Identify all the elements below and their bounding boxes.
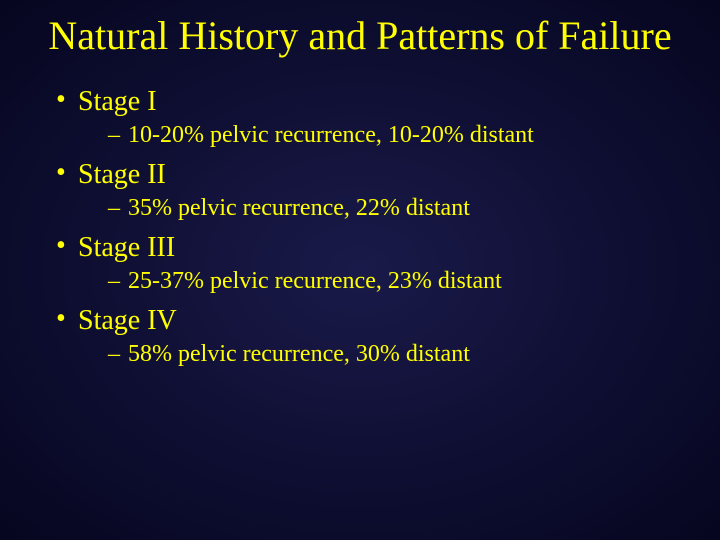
stage-label: Stage II <box>78 159 166 190</box>
stage-label: Stage III <box>78 232 175 263</box>
stage-label: Stage IV <box>78 305 177 336</box>
sub-list: 25-37% pelvic recurrence, 23% distant <box>78 268 690 295</box>
list-item: Stage II 35% pelvic recurrence, 22% dist… <box>56 159 690 222</box>
sub-item: 10-20% pelvic recurrence, 10-20% distant <box>108 122 690 149</box>
sub-item: 25-37% pelvic recurrence, 23% distant <box>108 268 690 295</box>
list-item: Stage III 25-37% pelvic recurrence, 23% … <box>56 232 690 295</box>
bullet-list: Stage I 10-20% pelvic recurrence, 10-20%… <box>30 86 690 368</box>
stage-label: Stage I <box>78 86 157 117</box>
slide: Natural History and Patterns of Failure … <box>0 0 720 540</box>
slide-title: Natural History and Patterns of Failure <box>30 14 690 58</box>
sub-item: 58% pelvic recurrence, 30% distant <box>108 341 690 368</box>
sub-list: 35% pelvic recurrence, 22% distant <box>78 195 690 222</box>
list-item: Stage IV 58% pelvic recurrence, 30% dist… <box>56 305 690 368</box>
sub-item: 35% pelvic recurrence, 22% distant <box>108 195 690 222</box>
sub-list: 10-20% pelvic recurrence, 10-20% distant <box>78 122 690 149</box>
list-item: Stage I 10-20% pelvic recurrence, 10-20%… <box>56 86 690 149</box>
sub-list: 58% pelvic recurrence, 30% distant <box>78 341 690 368</box>
